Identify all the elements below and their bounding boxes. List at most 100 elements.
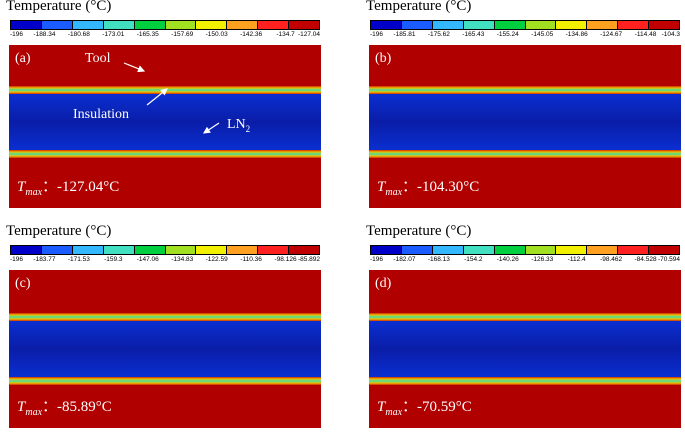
temperature-field: (b) Tmax：-104.30°C [369, 45, 681, 208]
upper-insulation-layer [369, 313, 681, 321]
colorbar-tick-label: -168.13 [427, 256, 450, 263]
colorbar-segment [103, 21, 135, 29]
colorbar-segment [11, 246, 42, 254]
colorbar-title: Temperature (°C) [366, 0, 472, 14]
panel-d: Temperature (°C) -196 -182.07 -168.13 -154.… [366, 223, 685, 435]
insulation-arrow [146, 88, 168, 106]
colorbar-segment [432, 246, 464, 254]
colorbar-segment [556, 246, 588, 254]
tool-arrow [123, 62, 146, 73]
annotation-arrows [123, 62, 220, 134]
colorbar-tick-label: -182.07 [393, 256, 416, 263]
colorbar-tick-label: -142.36 [240, 31, 263, 38]
colorbar-ticks: -196 -185.81 -175.62 -165.43 -155.24 -145.05 -… [370, 31, 680, 41]
tmax-readout: Tmax：-85.89°C [17, 399, 112, 418]
colorbar-segment [494, 246, 526, 254]
temperature-field: (c) Tmax：-85.89°C [9, 270, 321, 428]
colorbar [370, 245, 680, 255]
panel-label: (a) [15, 51, 31, 66]
colorbar-segment [618, 21, 650, 29]
ln2-arrow [203, 122, 220, 134]
colorbar-segment [41, 21, 73, 29]
panel-label: (d) [375, 276, 392, 291]
colorbar-tick-label: -70.594 [657, 256, 680, 263]
colorbar-segment [11, 21, 42, 29]
colorbar-tick-label: -85.892 [297, 256, 320, 263]
colorbar-tick-label: -196 [10, 256, 24, 263]
colorbar-segment [41, 246, 73, 254]
colorbar-tick-label: -157.69 [171, 31, 194, 38]
colorbar-segment [525, 246, 557, 254]
colorbar-tick-label: -98.462 [600, 256, 623, 263]
colorbar-tick-label: -180.68 [67, 31, 90, 38]
colorbar-tick-label: -145.05 [531, 31, 554, 38]
colorbar-ticks: -196 -183.77 -171.53 -159.3 -147.06 -134.83 -1… [10, 256, 320, 266]
colorbar-tick-label: -98.126 [274, 256, 297, 263]
colorbar-segment [463, 246, 495, 254]
lower-insulation-layer [369, 377, 681, 385]
colorbar-tick-label: -154.2 [464, 256, 483, 263]
colorbar-segment [134, 246, 166, 254]
colorbar-tick-label: -171.53 [67, 256, 90, 263]
colorbar-segment [134, 21, 166, 29]
colorbar-tick-label: -147.06 [136, 256, 159, 263]
ln2-channel [369, 94, 681, 150]
lower-insulation-layer [9, 150, 321, 158]
colorbar-tick-label: -122.59 [205, 256, 228, 263]
colorbar-tick-label: -134.83 [171, 256, 194, 263]
lower-insulation-layer [9, 377, 321, 385]
colorbar-segment [587, 246, 619, 254]
colorbar-segment [258, 246, 290, 254]
colorbar-tick-label: -196 [10, 31, 24, 38]
panel-a: Temperature (°C) -196 -188.34 -180.68 -173.… [6, 0, 336, 210]
colorbar [370, 20, 680, 30]
colorbar-tick-label: -140.26 [496, 256, 519, 263]
tmax-readout: Tmax：-70.59°C [377, 399, 472, 418]
colorbar-tick-label: -159.3 [104, 256, 123, 263]
insulation-annotation: Insulation [73, 107, 129, 122]
colorbar [10, 245, 320, 255]
colorbar-tick-label: -84.528 [634, 256, 657, 263]
ln2-annotation: LN2 [227, 117, 251, 134]
colorbar-tick-label: -165.43 [462, 31, 485, 38]
colorbar-segment [103, 246, 135, 254]
colorbar-segment [227, 246, 259, 254]
panel-b: Temperature (°C) -196 -185.81 -175.62 -165.… [366, 0, 685, 210]
colorbar-tick-label: -134.86 [565, 31, 588, 38]
tool-annotation: Tool [85, 51, 111, 66]
colorbar-segment [494, 21, 526, 29]
colorbar-segment [618, 246, 650, 254]
upper-insulation-layer [9, 313, 321, 321]
temperature-field: (a) Tool Insulation LN2 Tmax：-127.04°C [9, 45, 321, 208]
colorbar-segment [289, 21, 320, 29]
colorbar-tick-label: -114.48 [634, 31, 657, 38]
colorbar-tick-label: -150.03 [205, 31, 228, 38]
colorbar-tick-label: -134.7 [276, 31, 295, 38]
colorbar-segment [227, 21, 259, 29]
colorbar [10, 20, 320, 30]
ln2-channel [9, 94, 321, 150]
colorbar-segment [371, 246, 402, 254]
panel-label: (c) [15, 276, 31, 291]
colorbar-tick-label: -173.01 [102, 31, 125, 38]
colorbar-segment [371, 21, 402, 29]
colorbar-segment [587, 21, 619, 29]
colorbar-segment [525, 21, 557, 29]
tmax-readout: Tmax：-104.30°C [377, 179, 480, 198]
ln2-channel [369, 321, 681, 377]
colorbar-tick-label: -175.62 [427, 31, 450, 38]
colorbar-segment [649, 21, 680, 29]
colorbar-tick-label: -188.34 [33, 31, 56, 38]
colorbar-segment [165, 21, 197, 29]
colorbar-tick-label: -183.77 [33, 256, 56, 263]
colorbar-tick-label: -196 [370, 256, 384, 263]
colorbar-tick-label: -126.33 [531, 256, 554, 263]
colorbar-segment [649, 246, 680, 254]
panel-c: Temperature (°C) -196 -183.77 -171.53 -159.… [6, 223, 336, 435]
colorbar-ticks: -196 -188.34 -180.68 -173.01 -165.35 -157.69 -… [10, 31, 320, 41]
colorbar-segment [72, 21, 104, 29]
colorbar-segment [196, 21, 228, 29]
ln2-channel [9, 321, 321, 377]
colorbar-tick-label: -124.67 [600, 31, 623, 38]
colorbar-title: Temperature (°C) [6, 223, 112, 239]
